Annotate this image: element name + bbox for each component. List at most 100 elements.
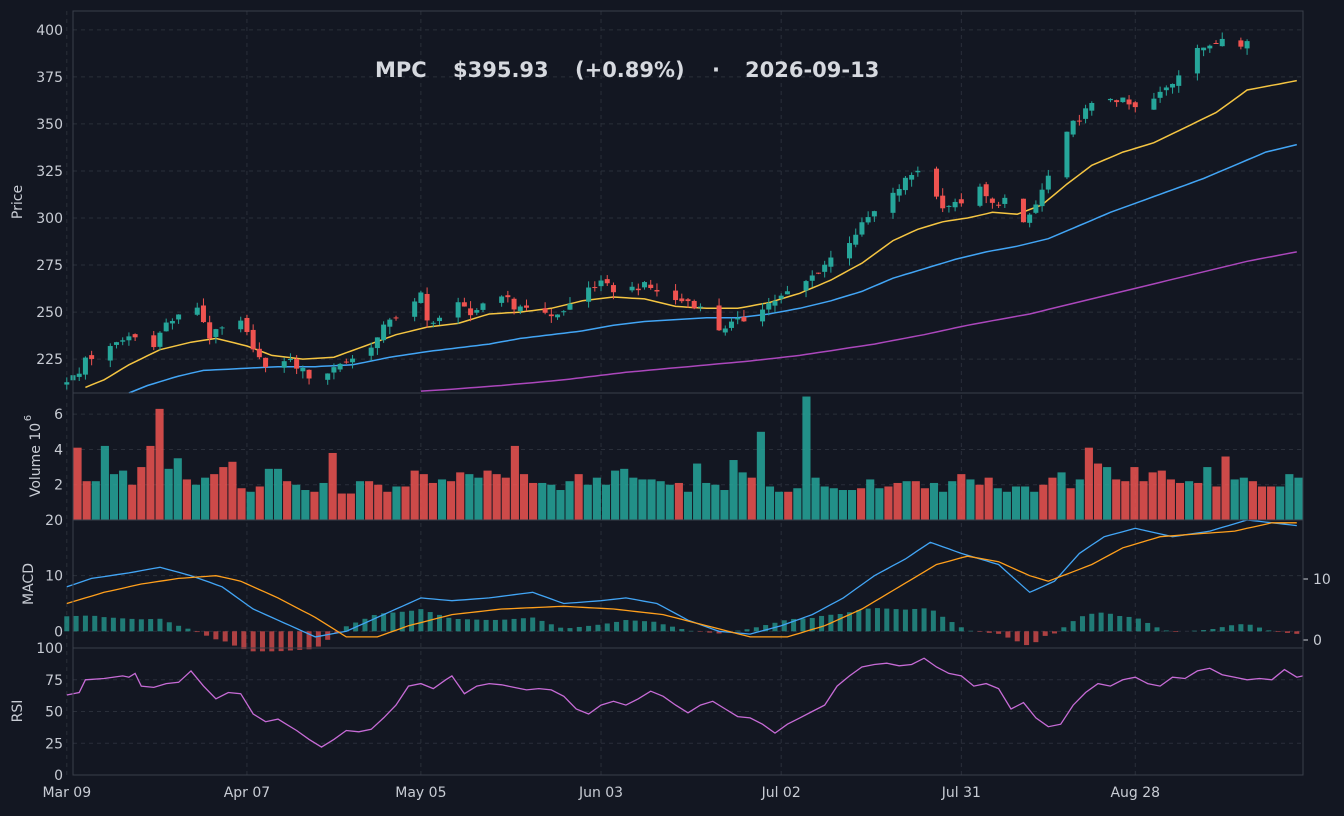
price-tick-label: 400 [36, 23, 63, 39]
volume-bar [1140, 481, 1148, 520]
macd-histogram-bar [1192, 631, 1197, 632]
price-tick-label: 225 [36, 352, 63, 368]
volume-panel [74, 397, 1303, 520]
macd-histogram-bar [1164, 630, 1169, 631]
volume-bar [994, 488, 1002, 520]
x-tick-label: Mar 09 [42, 785, 91, 801]
volume-bar [74, 448, 82, 520]
candle-body [108, 346, 113, 360]
macd-histogram-bar [530, 618, 535, 632]
rsi-tick-label: 100 [36, 641, 63, 657]
macd-histogram-bar [139, 619, 144, 631]
moving-average-line [85, 81, 1296, 388]
macd-histogram-bar [213, 631, 218, 639]
volume-bar [310, 492, 318, 520]
macd-histogram-bar [1136, 619, 1141, 632]
candle-body [381, 325, 386, 341]
macd-tick-label: 0 [54, 624, 63, 640]
candle-body [338, 364, 343, 370]
volume-tick-label: 4 [54, 442, 63, 458]
volume-bar [620, 469, 628, 520]
macd-right-tick-label: 0 [1313, 633, 1322, 649]
volume-bar [748, 478, 756, 520]
candle-body [859, 222, 864, 234]
moving-average-line [421, 252, 1297, 391]
candle-body [238, 321, 243, 330]
volume-bar [274, 469, 282, 520]
macd-histogram-bar [1220, 627, 1225, 631]
volume-bar [411, 471, 419, 520]
volume-bar [219, 467, 227, 520]
volume-bar [1039, 485, 1047, 520]
candle-body [195, 308, 200, 315]
candle-body [729, 322, 734, 328]
macd-histogram-bar [549, 624, 554, 631]
volume-bar [1158, 471, 1166, 520]
candle-body [996, 205, 1001, 206]
volume-bar [903, 481, 911, 520]
macd-histogram-bar [987, 631, 992, 633]
volume-bar [648, 479, 656, 520]
macd-histogram-bar [670, 627, 675, 632]
candle-body [126, 336, 131, 340]
volume-bar [584, 485, 592, 520]
volume-bar [702, 483, 710, 520]
macd-histogram-bar [903, 610, 908, 632]
macd-histogram-bar [1285, 631, 1290, 633]
macd-histogram-bar [456, 619, 461, 631]
volume-bar [137, 467, 145, 520]
macd-histogram-bar [512, 619, 517, 631]
x-tick-label: Apr 07 [224, 785, 270, 801]
volume-bar [1030, 492, 1038, 520]
macd-histogram-bar [1015, 631, 1020, 641]
macd-histogram-bar [148, 619, 153, 631]
volume-bar [1203, 467, 1211, 520]
volume-bar [493, 474, 501, 520]
macd-histogram-bar [241, 631, 246, 649]
candle-body [462, 302, 467, 306]
volume-bar [1231, 479, 1239, 520]
candle-body [83, 358, 88, 375]
macd-histogram-bar [92, 616, 97, 631]
macd-histogram-bar [614, 622, 619, 631]
x-tick-label: Jul 02 [761, 785, 801, 801]
volume-bar [247, 492, 255, 520]
candle-body [431, 323, 436, 324]
macd-histogram-bar [130, 619, 135, 631]
macd-histogram-bar [1294, 631, 1299, 634]
macd-right-tick-label: 10 [1313, 572, 1331, 588]
candle-body [654, 290, 659, 292]
macd-histogram-bar [856, 610, 861, 631]
candle-body [437, 318, 442, 321]
macd-histogram-bar [884, 609, 889, 632]
x-tick-label: Jun 03 [578, 785, 623, 801]
volume-bar [83, 481, 91, 520]
candle-body [220, 327, 225, 328]
candle-body [1176, 75, 1181, 85]
volume-bar [976, 485, 984, 520]
volume-bar [484, 471, 492, 520]
candle-body [673, 291, 678, 300]
macd-histogram-bar [102, 617, 107, 631]
volume-bar [192, 485, 200, 520]
candle-body [698, 307, 703, 308]
macd-histogram-bar [1071, 621, 1076, 631]
macd-histogram-bar [586, 626, 591, 631]
candle-body [499, 296, 504, 302]
volume-bar [547, 485, 555, 520]
candle-body [785, 291, 790, 294]
volume-bar [1112, 479, 1120, 520]
volume-bar [320, 483, 328, 520]
macd-histogram-bar [204, 631, 209, 635]
volume-bar [830, 488, 838, 520]
volume-bar [556, 490, 564, 520]
volume-bar [684, 492, 692, 520]
macd-histogram-bar [297, 631, 302, 650]
candle-body [64, 382, 69, 384]
volume-bar [538, 483, 546, 520]
title-price: $395.93 [453, 58, 549, 82]
macd-histogram-bar [1201, 630, 1206, 631]
volume-bar [812, 478, 820, 520]
macd-histogram-bar [1005, 631, 1010, 637]
